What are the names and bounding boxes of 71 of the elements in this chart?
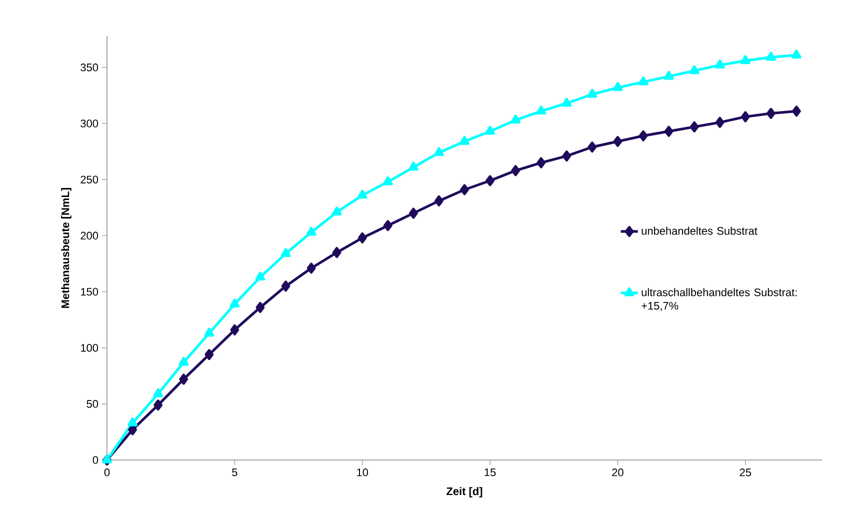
point [434, 195, 444, 206]
point [382, 176, 393, 186]
point [740, 111, 750, 122]
point [612, 82, 623, 91]
point [511, 165, 520, 176]
point [204, 328, 214, 337]
point [715, 116, 724, 128]
point [460, 136, 470, 145]
point [588, 142, 597, 153]
y-tick-label: 150 [81, 288, 98, 296]
point [408, 162, 418, 171]
point [766, 52, 776, 61]
point [280, 248, 291, 258]
point [536, 106, 546, 115]
point [306, 262, 316, 274]
point [179, 374, 188, 385]
x-tick-label: 15 [484, 468, 496, 476]
point [128, 417, 138, 426]
point [714, 60, 725, 69]
point [766, 108, 776, 119]
point [230, 298, 240, 308]
point [358, 232, 367, 244]
point [332, 206, 342, 216]
point [562, 150, 572, 162]
point [638, 76, 648, 86]
y-tick-label: 350 [80, 64, 98, 72]
point [689, 65, 700, 74]
point [383, 220, 392, 232]
point [740, 55, 750, 64]
point [510, 114, 521, 124]
point [587, 88, 598, 98]
point [256, 302, 265, 313]
point [306, 226, 316, 236]
point [664, 70, 674, 80]
x-tick-label: 5 [232, 468, 238, 476]
point [486, 175, 494, 186]
point [485, 126, 495, 135]
point [154, 400, 163, 411]
point [562, 98, 572, 107]
point [460, 184, 469, 196]
point [792, 106, 801, 117]
point [332, 246, 342, 258]
point [690, 121, 699, 132]
point [357, 190, 368, 199]
point [792, 50, 802, 58]
y-axis-title: Methanausbeute [NmL] [61, 188, 72, 308]
y-tick-label: 0 [92, 456, 98, 464]
point [638, 130, 648, 142]
x-tick-label: 25 [740, 468, 752, 476]
point [536, 157, 546, 168]
legend-label: ultraschallbehandeltes Substrat: +15,7% [642, 288, 797, 311]
point [434, 147, 444, 156]
y-tick-label: 250 [80, 176, 98, 184]
point [613, 136, 622, 147]
point [255, 272, 266, 281]
point [408, 208, 418, 219]
y-tick-label: 300 [80, 120, 98, 128]
point [664, 126, 674, 137]
x-axis-title: Zeit [d] [446, 487, 482, 498]
y-tick-label: 200 [80, 232, 98, 240]
legend-label: unbehandeltes Substrat [642, 226, 758, 235]
y-tick-label: 100 [81, 344, 98, 352]
y-tick-label: 50 [86, 400, 98, 408]
point [153, 388, 164, 398]
point [281, 280, 290, 292]
point [178, 356, 189, 366]
point [204, 349, 214, 360]
x-tick-label: 0 [104, 468, 110, 476]
point [230, 324, 240, 336]
x-tick-label: 10 [357, 468, 368, 476]
x-tick-label: 20 [612, 468, 624, 476]
